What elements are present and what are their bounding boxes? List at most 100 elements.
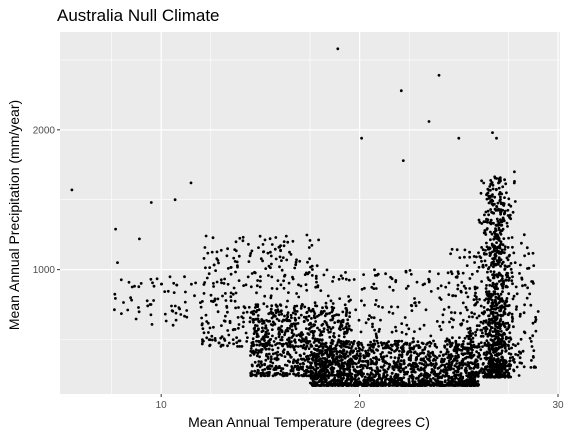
- data-point: [513, 261, 517, 264]
- data-point: [335, 343, 339, 347]
- data-point: [285, 305, 288, 309]
- data-point: [309, 364, 313, 368]
- data-point: [494, 209, 498, 212]
- data-point: [290, 331, 294, 334]
- data-point: [149, 277, 153, 281]
- data-point: [426, 380, 429, 384]
- data-point: [373, 268, 376, 272]
- data-point: [443, 375, 447, 378]
- data-point: [394, 349, 398, 352]
- data-point: [146, 304, 150, 308]
- data-point: [183, 314, 186, 318]
- data-point: [463, 336, 467, 340]
- data-point: [511, 343, 515, 346]
- data-point: [368, 366, 372, 370]
- data-point: [399, 353, 402, 357]
- data-point: [283, 333, 286, 337]
- data-point: [430, 371, 433, 374]
- data-point: [307, 347, 311, 350]
- data-point: [438, 380, 442, 384]
- data-point: [481, 345, 484, 348]
- data-point: [249, 311, 253, 314]
- data-point: [457, 348, 461, 351]
- y-tick-label: 1000: [33, 265, 56, 276]
- data-point: [363, 286, 366, 290]
- data-point: [256, 314, 260, 317]
- data-point: [285, 258, 289, 262]
- data-point: [266, 329, 270, 332]
- data-point: [324, 358, 327, 362]
- data-point: [223, 277, 227, 281]
- data-point: [253, 360, 257, 364]
- data-point: [519, 263, 522, 267]
- data-point: [294, 327, 298, 331]
- data-point: [483, 343, 487, 347]
- data-point: [501, 277, 504, 280]
- data-point: [489, 179, 493, 182]
- data-point: [322, 327, 326, 330]
- data-point: [472, 255, 476, 258]
- data-point: [466, 361, 470, 364]
- data-point: [242, 284, 246, 287]
- data-point: [375, 339, 379, 343]
- data-point: [259, 361, 263, 365]
- data-point: [384, 383, 387, 387]
- data-point: [396, 379, 400, 382]
- data-point: [491, 183, 495, 187]
- data-point: [455, 356, 458, 360]
- data-point: [379, 355, 383, 359]
- data-point: [498, 260, 501, 264]
- data-point: [294, 263, 298, 267]
- data-point: [453, 384, 457, 387]
- data-point: [330, 370, 334, 373]
- data-point: [398, 349, 401, 353]
- data-point: [527, 252, 531, 256]
- data-point: [415, 364, 418, 368]
- data-point: [336, 341, 340, 344]
- data-point: [499, 179, 502, 183]
- data-point: [489, 218, 493, 222]
- data-point: [476, 375, 480, 378]
- data-point: [319, 349, 323, 352]
- data-point: [310, 350, 313, 354]
- data-point: [338, 297, 342, 300]
- data-point: [457, 377, 460, 381]
- data-point: [394, 329, 398, 333]
- data-point: [302, 315, 306, 319]
- data-point: [352, 349, 355, 353]
- data-point: [517, 350, 521, 354]
- data-point: [126, 308, 130, 312]
- data-point: [510, 312, 514, 316]
- data-point: [500, 366, 503, 369]
- data-point: [231, 338, 235, 341]
- data-point: [477, 218, 481, 222]
- data-point: [401, 368, 405, 372]
- data-point: [184, 290, 187, 294]
- data-point: [296, 322, 300, 325]
- data-point: [255, 284, 259, 288]
- data-point: [424, 308, 428, 312]
- data-point: [114, 227, 117, 231]
- data-point: [420, 362, 424, 366]
- data-point: [429, 355, 432, 358]
- data-point: [278, 341, 281, 345]
- data-point: [526, 286, 529, 290]
- data-point: [210, 250, 214, 254]
- data-point: [299, 354, 302, 358]
- data-point: [226, 282, 230, 286]
- data-point: [322, 273, 326, 277]
- data-point: [258, 365, 262, 369]
- data-point: [492, 273, 495, 276]
- data-point: [205, 276, 209, 280]
- data-point: [396, 382, 399, 386]
- data-point: [483, 351, 486, 355]
- data-point: [445, 339, 448, 343]
- data-point: [468, 331, 472, 335]
- data-point: [353, 362, 357, 365]
- data-point: [391, 384, 394, 387]
- data-point: [303, 273, 307, 276]
- data-point: [460, 381, 464, 384]
- data-point: [346, 366, 349, 369]
- data-point: [482, 370, 486, 373]
- data-point: [503, 248, 507, 251]
